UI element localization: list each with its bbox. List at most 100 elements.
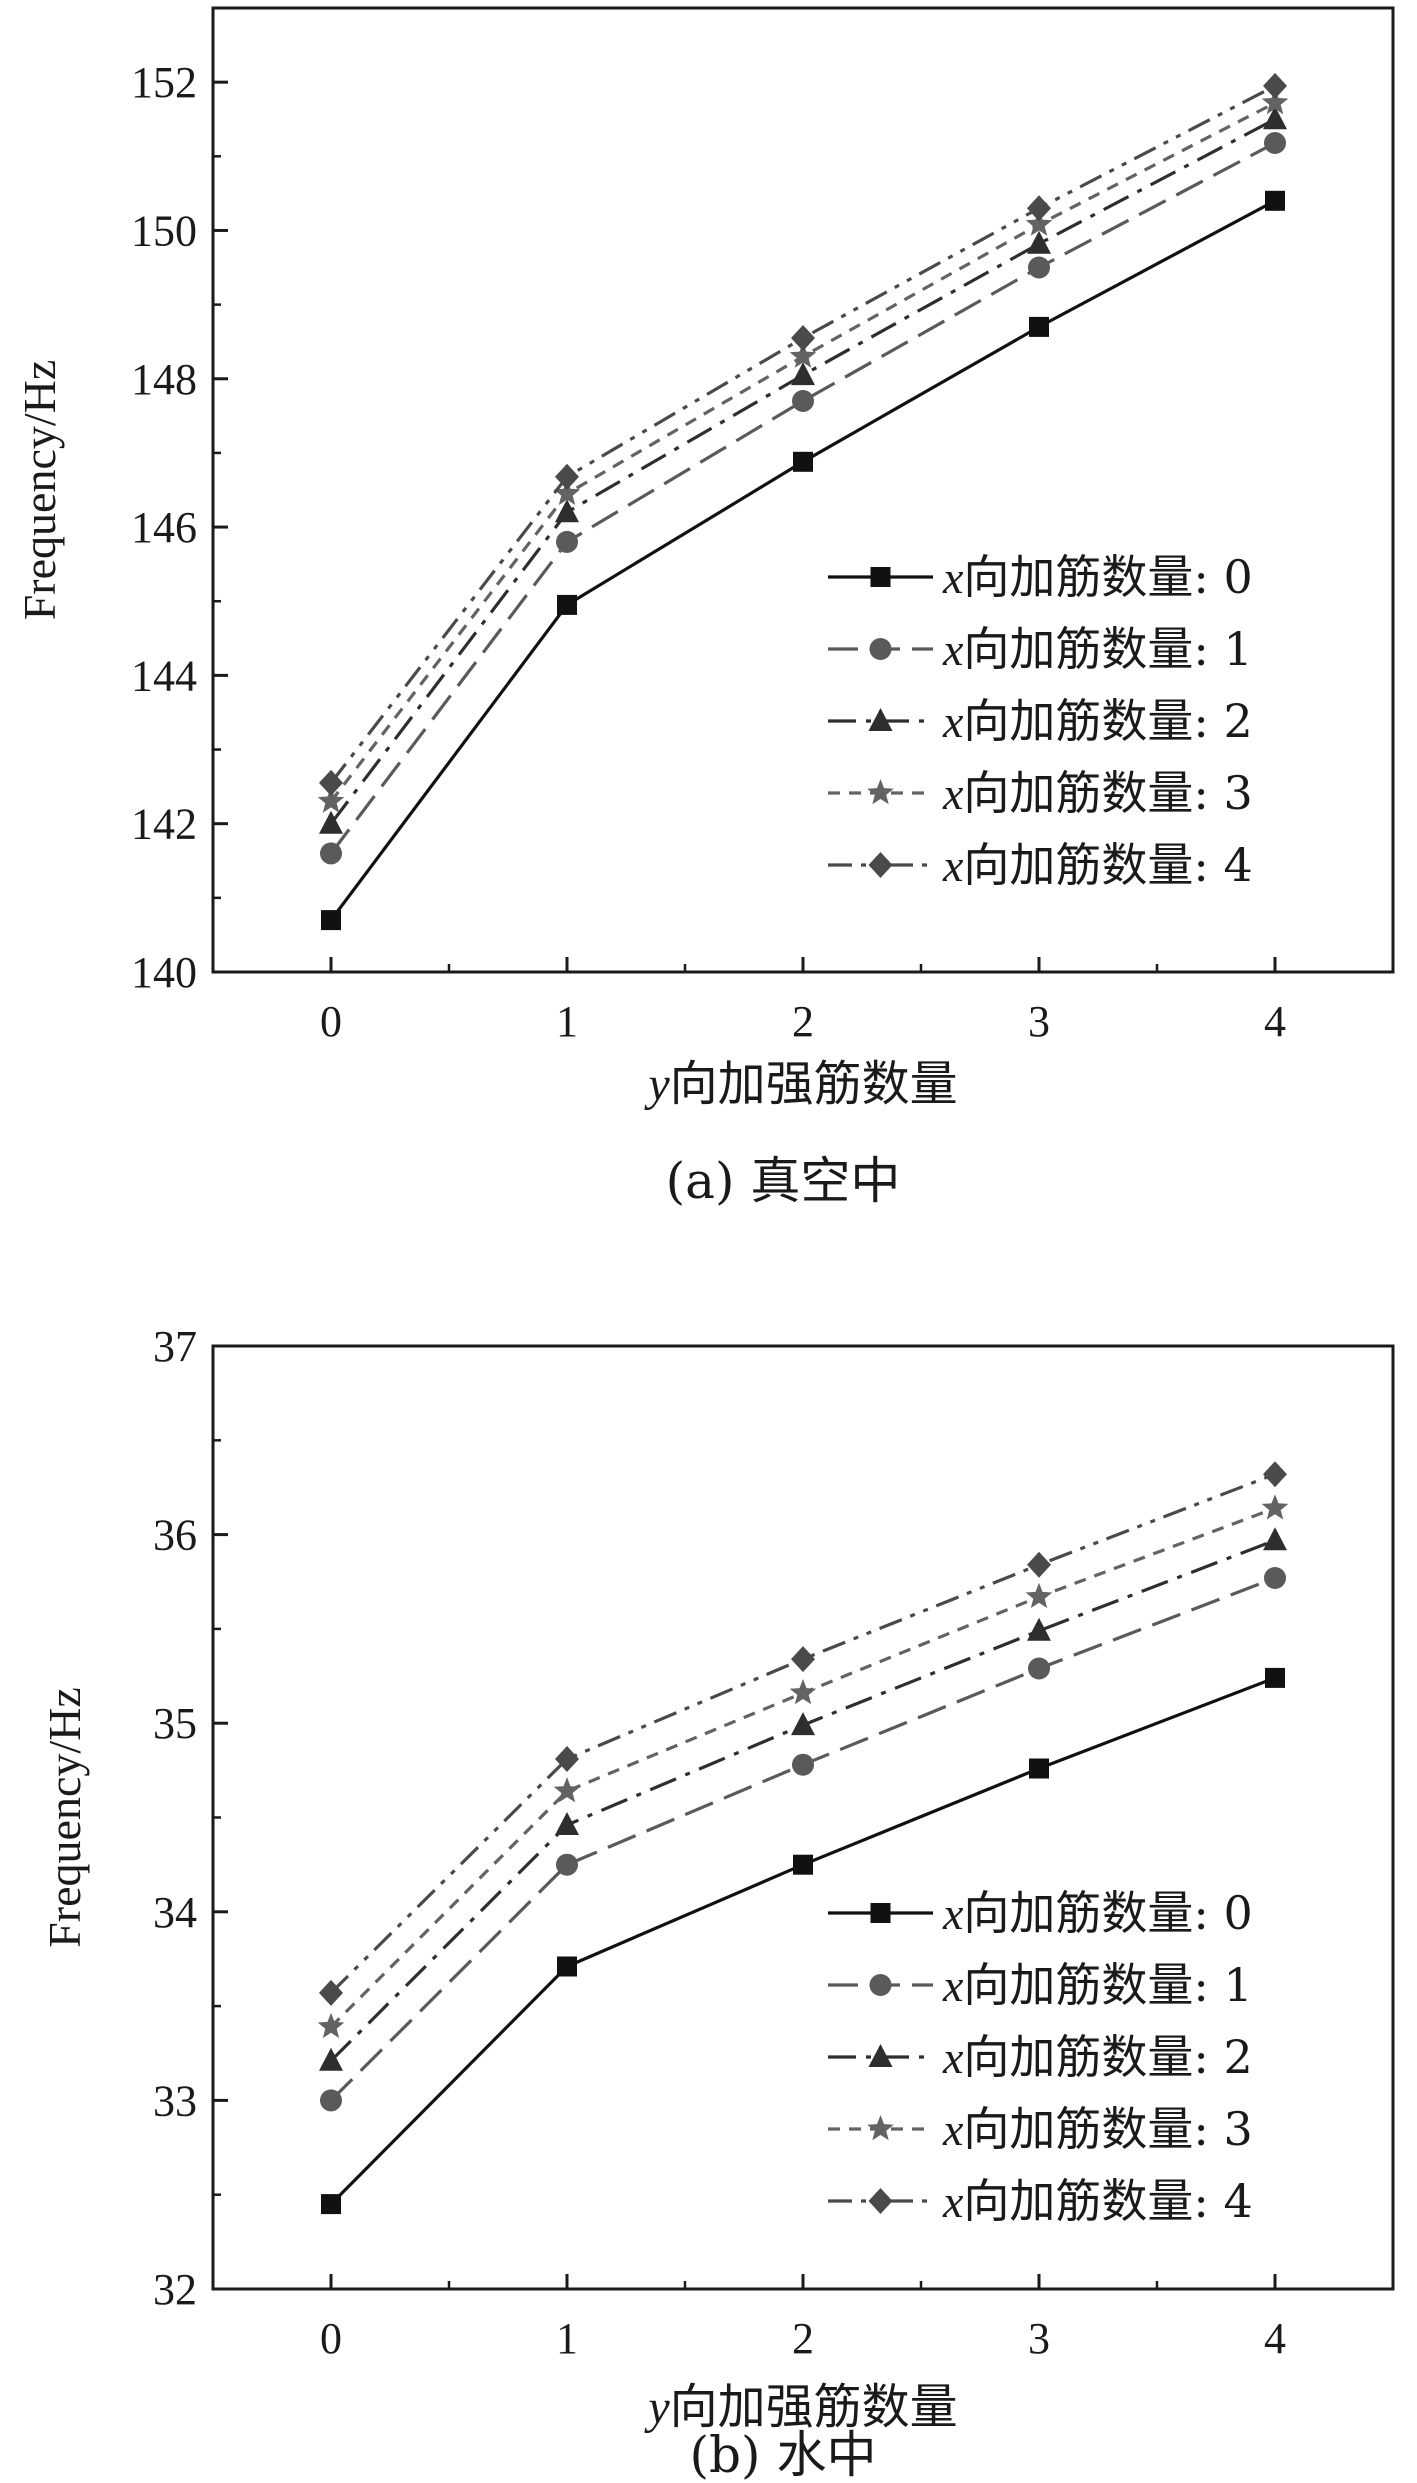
- x-tick-label: 4: [1264, 997, 1286, 1046]
- x-axis-label: y向加强筋数量: [643, 2379, 957, 2435]
- legend-label-variable: x: [942, 552, 964, 603]
- y-tick-label: 150: [131, 206, 197, 255]
- data-point: [319, 769, 343, 796]
- data-point: [319, 1979, 343, 2006]
- data-point: [1264, 132, 1286, 154]
- legend-label: x向加筋数量: 4: [942, 838, 1253, 892]
- data-point: [317, 2012, 345, 2039]
- data-point: [1025, 210, 1053, 236]
- x-tick-label: 0: [320, 997, 342, 1046]
- legend-label: x向加筋数量: 2: [942, 2030, 1253, 2084]
- y-tick-label: 36: [153, 1511, 197, 1560]
- x-axis-label-variable: y: [643, 1058, 670, 1111]
- data-point: [555, 1812, 579, 1835]
- data-point: [320, 842, 342, 865]
- data-point: [555, 463, 579, 490]
- plot-frame: [211, 6, 1395, 974]
- data-point: [1265, 190, 1285, 211]
- x-tick-label: 2: [792, 997, 814, 1046]
- data-point: [557, 594, 577, 615]
- data-point: [556, 1853, 578, 1876]
- x-axis-label-text: 向加强筋数量: [670, 2379, 958, 2435]
- data-point: [791, 362, 815, 386]
- data-point: [1028, 1657, 1050, 1680]
- series-line: [329, 84, 1276, 784]
- data-point: [557, 1956, 577, 1977]
- data-point: [789, 1679, 817, 1705]
- data-point: [1027, 230, 1051, 254]
- legend-label-variable: x: [942, 1960, 964, 2011]
- data-point: [792, 1753, 814, 1776]
- data-point: [317, 787, 345, 813]
- legend-label: x向加筋数量: 0: [942, 1886, 1253, 1940]
- series-3: [317, 88, 1289, 813]
- legend-label-variable: x: [942, 768, 964, 819]
- legend-marker: [868, 2044, 893, 2067]
- series-4: [319, 1461, 1287, 2006]
- data-point: [319, 2047, 343, 2071]
- y-tick-label: 32: [153, 2265, 197, 2314]
- x-tick-label: 2: [792, 2314, 814, 2363]
- series-3: [317, 1494, 1289, 2039]
- x-tick-label: 4: [1264, 2314, 1286, 2363]
- legend-marker: [870, 1903, 891, 1923]
- y-tick-label: 35: [153, 1699, 197, 1748]
- data-point: [553, 1777, 581, 1803]
- data-point: [793, 451, 813, 472]
- y-axis-label: Frequency/Hz: [39, 1687, 90, 1948]
- legend-marker: [869, 638, 892, 660]
- data-point: [319, 810, 343, 834]
- legend-label-text: 向加筋数量: 1: [963, 622, 1252, 676]
- chart-caption: (b) 水中: [690, 2426, 877, 2483]
- y-tick-label: 152: [131, 58, 197, 107]
- legend-label-variable: x: [942, 2032, 964, 2083]
- legend-label-variable: x: [942, 2104, 964, 2155]
- series-1: [320, 1567, 1286, 2112]
- x-tick-label: 3: [1028, 2314, 1050, 2363]
- legend-label-text: 向加筋数量: 3: [963, 2102, 1252, 2156]
- legend-label-text: 向加筋数量: 4: [963, 838, 1252, 892]
- legend-marker: [867, 2115, 894, 2141]
- data-point: [1265, 1667, 1285, 1688]
- legend-label-variable: x: [942, 840, 964, 891]
- data-point: [1261, 88, 1289, 115]
- legend-label-text: 向加筋数量: 0: [963, 1886, 1252, 1940]
- data-point: [791, 1712, 815, 1736]
- data-point: [1029, 316, 1049, 337]
- y-tick-label: 140: [131, 948, 197, 997]
- legend-label: x向加筋数量: 1: [942, 1958, 1253, 2012]
- y-tick-label: 142: [131, 800, 197, 849]
- legend-label-text: 向加筋数量: 4: [963, 2174, 1252, 2228]
- data-point: [1027, 1551, 1051, 1578]
- data-point: [1263, 1527, 1287, 1551]
- data-point: [555, 1746, 579, 1772]
- series-1: [320, 132, 1286, 865]
- x-tick-label: 3: [1028, 997, 1050, 1046]
- data-point: [791, 325, 815, 351]
- legend-marker: [869, 1974, 892, 1996]
- legend-marker: [868, 708, 893, 731]
- legend-label-text: 向加筋数量: 2: [963, 2030, 1252, 2084]
- x-axis-label-text: 向加强筋数量: [670, 1056, 958, 1112]
- data-point: [1263, 72, 1287, 99]
- data-point: [1027, 195, 1051, 222]
- data-point: [1028, 256, 1050, 279]
- data-point: [793, 1854, 813, 1875]
- y-tick-label: 34: [153, 1888, 197, 1937]
- y-axis-label: Frequency/Hz: [14, 360, 65, 621]
- y-tick-label: 144: [131, 651, 197, 700]
- legend-marker: [867, 779, 894, 805]
- legend-label: x向加筋数量: 3: [942, 2102, 1253, 2156]
- y-tick-label: 146: [131, 503, 197, 552]
- data-point: [556, 530, 578, 553]
- data-point: [1027, 1617, 1051, 1641]
- data-point: [1261, 1494, 1289, 1520]
- legend-label-variable: x: [942, 2176, 964, 2227]
- data-point: [1263, 1461, 1287, 1488]
- x-tick-label: 1: [556, 997, 578, 1046]
- data-point: [791, 1646, 815, 1673]
- x-tick-label: 0: [320, 2314, 342, 2363]
